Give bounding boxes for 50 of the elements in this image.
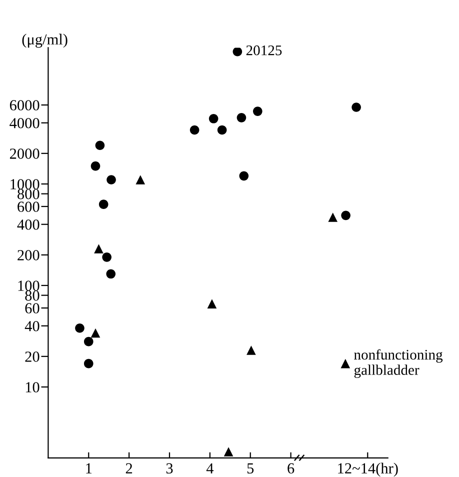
point bbox=[217, 125, 227, 135]
y-tick-label: 100 bbox=[18, 280, 40, 291]
point bbox=[236, 113, 246, 122]
y-tick-label: 40 bbox=[24, 321, 40, 332]
x-tick-label: 3 bbox=[166, 463, 173, 474]
y-axis-title: (μg/ml) bbox=[22, 34, 68, 48]
y-tick-label: 400 bbox=[17, 219, 40, 230]
point bbox=[90, 161, 100, 171]
point bbox=[352, 102, 361, 112]
point bbox=[106, 175, 116, 184]
point bbox=[94, 244, 104, 254]
point bbox=[84, 358, 94, 368]
point bbox=[102, 252, 112, 262]
x-tick-label: 1 bbox=[86, 463, 92, 474]
y-tick-label: 800 bbox=[18, 188, 40, 200]
point bbox=[208, 114, 218, 124]
point bbox=[84, 336, 94, 346]
y-tick-label: 1000 bbox=[10, 179, 40, 190]
x-tick-label: 5 bbox=[247, 463, 254, 474]
y-tick-label: 10 bbox=[26, 382, 40, 392]
point bbox=[136, 175, 146, 184]
point bbox=[246, 346, 256, 355]
point bbox=[207, 299, 217, 308]
point bbox=[328, 212, 338, 222]
y-tick-label: 200 bbox=[18, 250, 40, 260]
point bbox=[190, 125, 200, 135]
point bbox=[98, 200, 108, 209]
x-tick-label: 12~14(hr) bbox=[338, 462, 398, 477]
annotation: nonfunctioning gallbladder bbox=[354, 349, 443, 378]
y-tick-label: 4000 bbox=[10, 118, 40, 128]
point bbox=[232, 48, 242, 56]
point bbox=[341, 210, 350, 220]
point bbox=[75, 323, 84, 333]
y-tick-label: 60 bbox=[25, 303, 40, 314]
y-tick-label: 2000 bbox=[10, 148, 40, 159]
point bbox=[90, 328, 100, 338]
x-tick-label: 4 bbox=[206, 463, 214, 474]
point bbox=[224, 447, 234, 456]
x-tick-label: 6 bbox=[288, 463, 294, 474]
x-tick-label: 2 bbox=[126, 463, 132, 474]
y-tick-label: 6000 bbox=[10, 100, 40, 110]
point bbox=[95, 140, 105, 150]
point bbox=[252, 106, 262, 116]
point bbox=[239, 171, 249, 181]
point bbox=[106, 269, 116, 279]
y-tick-label: 20 bbox=[25, 352, 40, 362]
point bbox=[340, 358, 350, 368]
annotation: 20125 bbox=[246, 45, 282, 56]
y-tick-label: 80 bbox=[25, 290, 40, 301]
y-tick-label: 600 bbox=[18, 202, 40, 212]
